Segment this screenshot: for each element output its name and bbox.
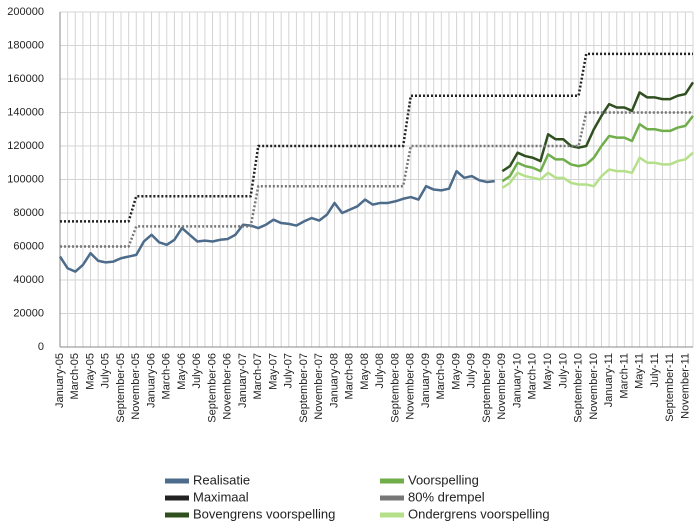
x-tick-label: January-07 bbox=[237, 353, 249, 408]
x-tick-label: May-10 bbox=[542, 353, 554, 390]
y-tick-label: 180000 bbox=[7, 39, 44, 51]
legend-label: Maximaal bbox=[193, 489, 249, 504]
y-tick-label: 120000 bbox=[7, 140, 44, 152]
x-tick-label: November-09 bbox=[496, 353, 508, 420]
y-tick-label: 0 bbox=[38, 341, 44, 353]
x-tick-label: March-08 bbox=[344, 353, 356, 399]
y-tick-label: 100000 bbox=[7, 173, 44, 185]
x-tick-label: November-11 bbox=[679, 353, 691, 419]
x-tick-label: September-08 bbox=[389, 353, 401, 423]
series-line bbox=[60, 52, 693, 223]
x-tick-label: July-09 bbox=[466, 353, 478, 388]
x-tick-label: March-09 bbox=[435, 353, 447, 399]
legend-label: Realisatie bbox=[193, 472, 250, 487]
legend-label: Bovengrens voorspelling bbox=[193, 506, 335, 521]
x-tick-label: May-06 bbox=[176, 353, 188, 390]
x-tick-label: May-11 bbox=[634, 353, 646, 389]
legend-label: Voorspelling bbox=[408, 472, 479, 487]
y-tick-label: 80000 bbox=[13, 207, 44, 219]
y-tick-label: 20000 bbox=[13, 307, 44, 319]
x-tick-label: July-10 bbox=[557, 353, 569, 388]
y-tick-label: 140000 bbox=[7, 106, 44, 118]
x-tick-label: January-08 bbox=[328, 353, 340, 408]
x-tick-label: July-05 bbox=[100, 353, 112, 388]
x-tick-label: September-07 bbox=[298, 353, 310, 423]
x-tick-label: January-09 bbox=[420, 353, 432, 408]
x-tick-label: May-08 bbox=[359, 353, 371, 390]
x-tick-label: March-11 bbox=[618, 353, 630, 399]
series-line bbox=[501, 115, 694, 183]
x-tick-label: July-11 bbox=[649, 353, 661, 388]
y-tick-label: 60000 bbox=[13, 240, 44, 252]
x-tick-label: March-06 bbox=[161, 353, 173, 399]
x-tick-label: September-05 bbox=[115, 353, 127, 423]
legend-label: 80% drempel bbox=[408, 489, 485, 504]
x-tick-label: January-10 bbox=[511, 353, 523, 408]
x-tick-label: September-11 bbox=[664, 353, 676, 422]
series-line bbox=[58, 169, 495, 273]
x-tick-label: January-05 bbox=[54, 353, 66, 408]
x-tick-label: November-06 bbox=[222, 353, 234, 420]
x-tick-label: July-06 bbox=[191, 353, 203, 388]
x-tick-label: September-06 bbox=[206, 353, 218, 423]
legend-label: Ondergrens voorspelling bbox=[408, 506, 550, 521]
x-tick-label: January-06 bbox=[145, 353, 157, 408]
x-tick-label: May-05 bbox=[84, 353, 96, 390]
x-tick-label: September-10 bbox=[573, 353, 585, 423]
x-tick-label: March-10 bbox=[527, 353, 539, 399]
x-tick-label: November-10 bbox=[588, 353, 600, 420]
series-line bbox=[501, 81, 695, 173]
x-tick-label: May-09 bbox=[450, 353, 462, 390]
x-tick-label: March-07 bbox=[252, 353, 264, 399]
x-tick-label: November-08 bbox=[405, 353, 417, 420]
x-tick-label: November-07 bbox=[313, 353, 325, 420]
x-tick-label: November-05 bbox=[130, 353, 142, 420]
x-tick-label: September-09 bbox=[481, 353, 493, 423]
x-tick-label: July-08 bbox=[374, 353, 386, 388]
x-tick-label: July-07 bbox=[283, 353, 295, 388]
y-tick-label: 160000 bbox=[7, 73, 44, 85]
y-tick-label: 200000 bbox=[7, 6, 44, 18]
x-tick-label: May-07 bbox=[267, 353, 279, 390]
x-tick-label: March-05 bbox=[69, 353, 81, 399]
x-tick-label: January-11 bbox=[603, 353, 615, 407]
series-line bbox=[501, 151, 694, 189]
y-tick-label: 40000 bbox=[13, 274, 44, 286]
